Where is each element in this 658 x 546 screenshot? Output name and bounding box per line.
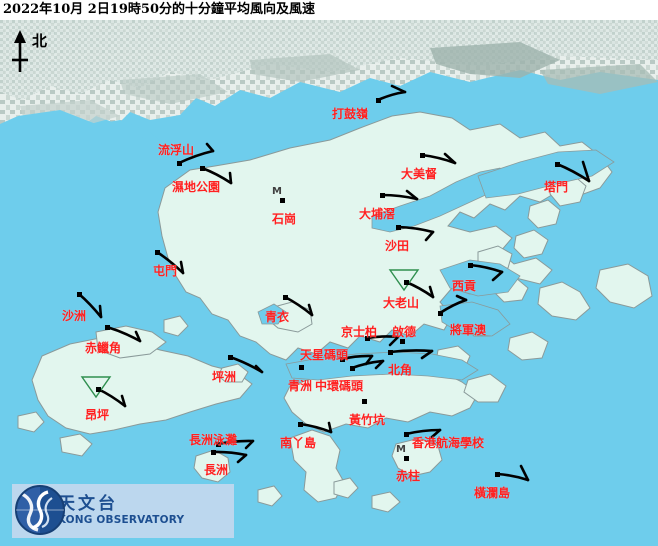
station-marker-dot[interactable] xyxy=(404,456,409,461)
station-label[interactable]: 大老山 xyxy=(383,296,420,310)
wind-barb xyxy=(388,349,434,360)
station-label[interactable]: 香港航海學校 xyxy=(412,436,485,450)
station-label[interactable]: 南丫島 xyxy=(280,436,317,450)
station-label[interactable]: 青洲 xyxy=(288,379,313,393)
station-label[interactable]: 中環碼頭 xyxy=(315,379,364,393)
hko-logo: 香港天文台 HONG KONG OBSERVATORY xyxy=(12,484,234,538)
station-marker-dot[interactable] xyxy=(404,432,409,437)
station-label[interactable]: 坪洲 xyxy=(212,370,237,384)
station-marker-dot[interactable] xyxy=(404,280,409,285)
station-label[interactable]: 赤鱲角 xyxy=(85,341,122,355)
station-marker-dot[interactable] xyxy=(77,292,82,297)
page-title: 2022年10月 2日19時50分的十分鐘平均風向及風速 xyxy=(3,2,316,17)
station-label[interactable]: 將軍澳 xyxy=(450,323,487,337)
station-marker-dot[interactable] xyxy=(362,399,367,404)
station-marker-dot[interactable] xyxy=(340,357,345,362)
mainland-china-layer xyxy=(0,20,658,172)
station-marker-dot[interactable] xyxy=(396,225,401,230)
hongkong-land-layer xyxy=(17,111,653,513)
station-m-marker: M xyxy=(272,186,282,197)
station-marker-dot[interactable] xyxy=(388,350,393,355)
station-marker-dot[interactable] xyxy=(216,442,221,447)
station-label[interactable]: 天星碼頭 xyxy=(300,348,349,362)
station-label[interactable]: 橫瀾島 xyxy=(474,486,511,500)
station-label[interactable]: 沙洲 xyxy=(62,309,87,323)
station-marker-dot[interactable] xyxy=(420,153,425,158)
station-marker-dot[interactable] xyxy=(365,336,370,341)
station-label[interactable]: 大埔滘 xyxy=(359,207,396,221)
station-marker-dot[interactable] xyxy=(495,472,500,477)
station-marker-dot[interactable] xyxy=(299,365,304,370)
station-m-marker: M xyxy=(396,444,406,455)
station-label[interactable]: 北角 xyxy=(388,363,413,377)
station-label[interactable]: 黃竹坑 xyxy=(349,413,386,427)
station-label[interactable]: 昂坪 xyxy=(85,408,110,422)
station-marker-dot[interactable] xyxy=(280,198,285,203)
station-label[interactable]: 大美督 xyxy=(401,167,438,181)
station-label[interactable]: 塔門 xyxy=(544,180,569,194)
map-geometry xyxy=(0,20,658,546)
station-marker-dot[interactable] xyxy=(211,450,216,455)
station-label[interactable]: 啟德 xyxy=(392,325,417,339)
station-label[interactable]: 濕地公園 xyxy=(172,180,221,194)
station-label[interactable]: 流浮山 xyxy=(158,143,195,157)
station-marker-dot[interactable] xyxy=(200,166,205,171)
north-arrow: 北 xyxy=(6,28,58,76)
station-marker-dot[interactable] xyxy=(177,161,182,166)
station-marker-dot[interactable] xyxy=(96,387,101,392)
hko-logo-icon xyxy=(15,485,65,535)
green-triangle-marker xyxy=(80,376,112,399)
station-marker-dot[interactable] xyxy=(380,193,385,198)
station-marker-dot[interactable] xyxy=(228,355,233,360)
station-marker-dot[interactable] xyxy=(298,422,303,427)
station-marker-dot[interactable] xyxy=(376,98,381,103)
station-label[interactable]: 石崗 xyxy=(272,212,297,226)
green-triangle-marker xyxy=(388,269,420,292)
inner-water-layer xyxy=(257,149,615,381)
north-arrow-icon xyxy=(12,30,28,72)
station-label[interactable]: 長洲 xyxy=(204,463,229,477)
station-marker-dot[interactable] xyxy=(283,295,288,300)
title-bar: 2022年10月 2日19時50分的十分鐘平均風向及風速 xyxy=(0,0,658,20)
map-canvas[interactable]: 打鼓嶺流浮山濕地公園 M 石崗 大美督塔門大埔滘沙田屯門青衣 大老山 西貢沙洲赤鱲角 京士柏… xyxy=(0,20,658,546)
station-label[interactable]: 長洲泳灘 xyxy=(189,433,238,447)
station-marker-dot[interactable] xyxy=(400,339,405,344)
station-label[interactable]: 青衣 xyxy=(265,310,290,324)
station-marker-dot[interactable] xyxy=(438,311,443,316)
green-triangle-marker-layer xyxy=(80,269,420,399)
station-marker-dot[interactable] xyxy=(155,250,160,255)
station-label[interactable]: 西貢 xyxy=(452,279,477,293)
station-label[interactable]: 屯門 xyxy=(153,264,178,278)
station-marker-dot[interactable] xyxy=(468,263,473,268)
station-label[interactable]: 赤柱 xyxy=(396,469,421,483)
station-marker-dot[interactable] xyxy=(350,366,355,371)
station-marker-dot[interactable] xyxy=(105,325,110,330)
station-label[interactable]: 沙田 xyxy=(385,239,410,253)
station-label[interactable]: 京士柏 xyxy=(341,325,378,339)
north-label: 北 xyxy=(32,32,48,50)
station-marker-dot[interactable] xyxy=(555,162,560,167)
station-label[interactable]: 打鼓嶺 xyxy=(332,107,369,121)
